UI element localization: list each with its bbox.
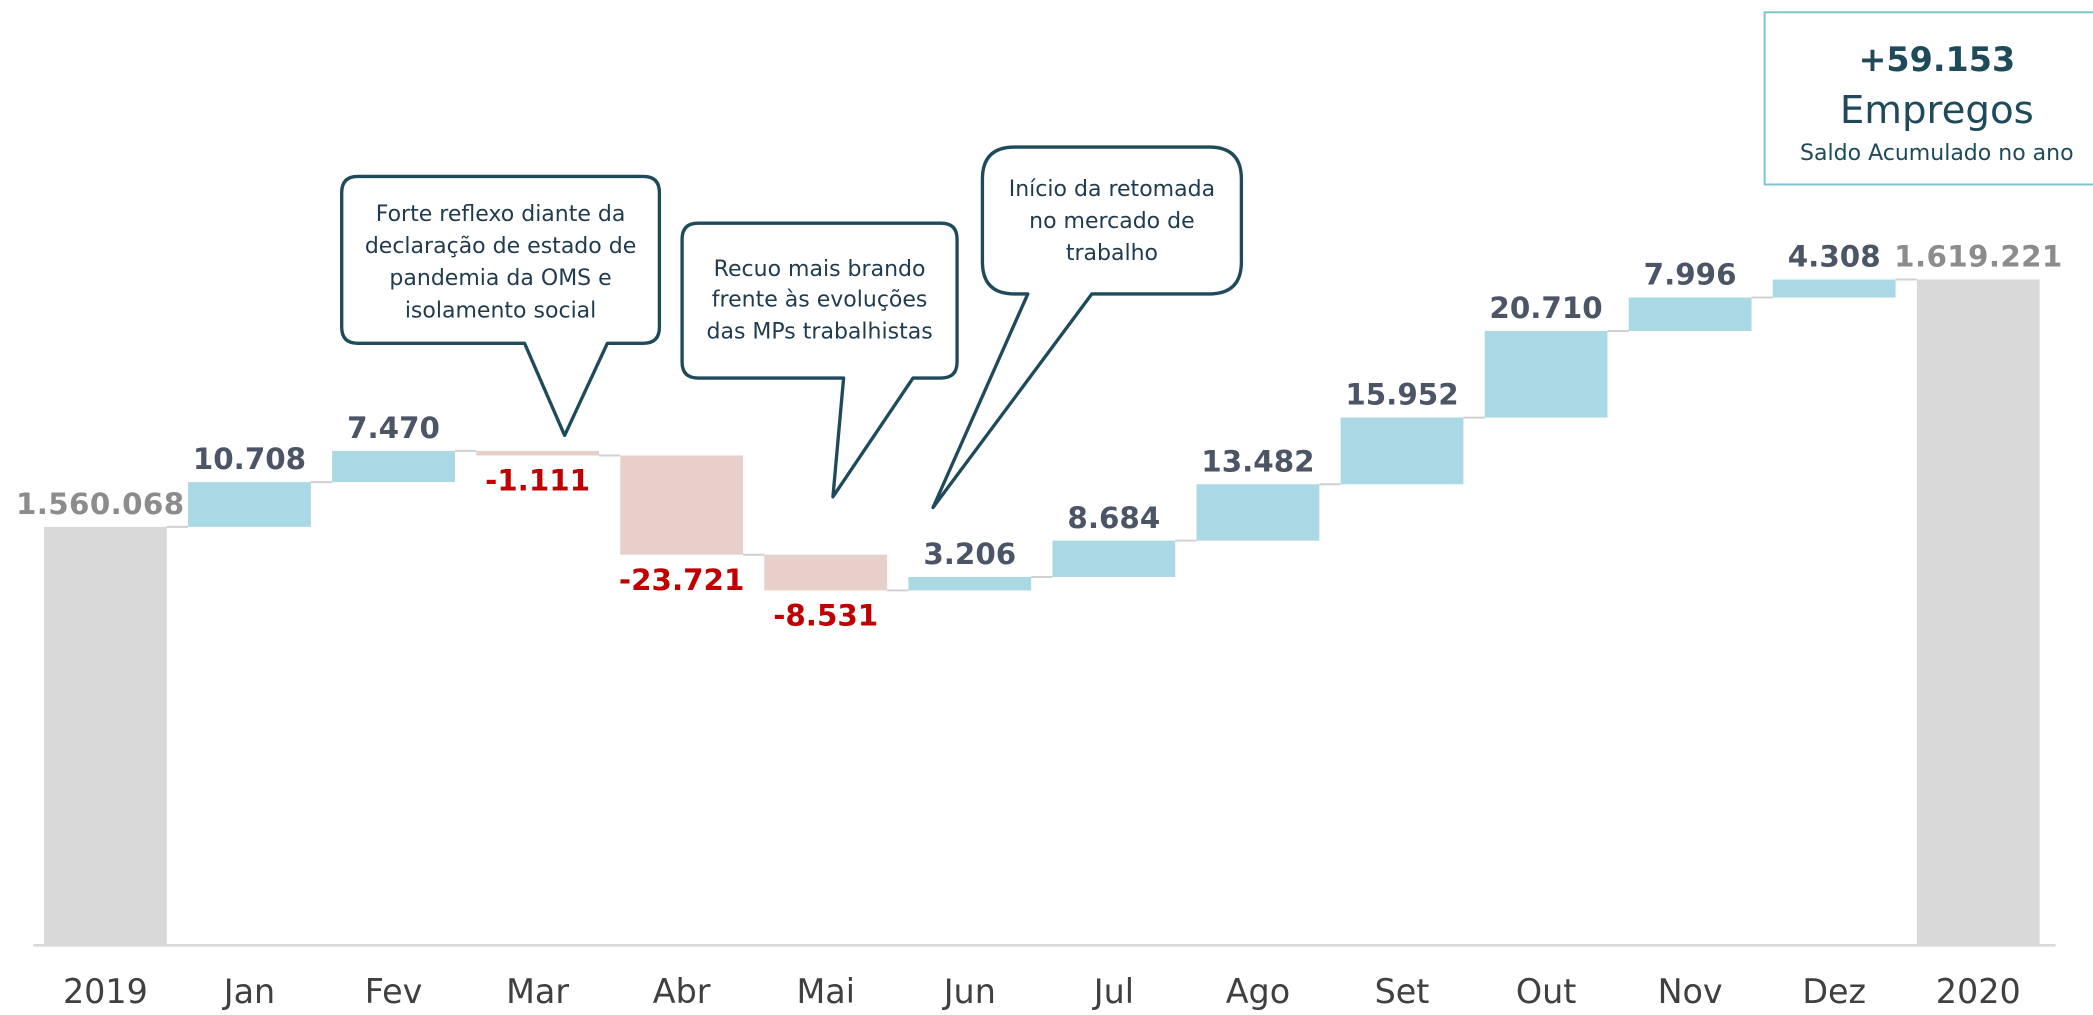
x-tick-label: Jun (942, 972, 996, 1011)
x-tick-label: Mar (506, 972, 569, 1011)
summary-box (1763, 11, 2093, 186)
callout-text: das MPs trabalhistas (706, 320, 932, 345)
x-tick-label: Nov (1658, 972, 1723, 1011)
x-tick-label: Dez (1802, 972, 1866, 1011)
x-tick-label: Jan (222, 972, 275, 1011)
callout-text: Início da retomada (1009, 177, 1215, 202)
value-label: 15.952 (1345, 378, 1458, 412)
x-tick-label: Set (1375, 972, 1430, 1011)
bar (1196, 484, 1320, 541)
x-tick-label: Mai (796, 972, 855, 1011)
bar (764, 554, 888, 591)
x-tick-label: Fev (365, 972, 423, 1011)
value-label: -1.111 (485, 464, 590, 498)
bar (476, 450, 600, 456)
callout-text: frente às evoluções (712, 288, 928, 313)
callout-text: Recuo mais brando (714, 257, 926, 282)
summary-caption: Saldo Acumulado no ano (1800, 141, 2074, 166)
callout-text: pandemia da OMS e (389, 266, 611, 291)
callout-text: isolamento social (405, 298, 596, 323)
value-label: 7.996 (1644, 258, 1737, 292)
bars: 1.560.068 10.708 7.470 -1.111 -23.721 -8.531 3… (16, 240, 2062, 946)
callout-text: no mercado de (1029, 209, 1195, 234)
value-label: 3.206 (923, 537, 1016, 571)
bar (1484, 330, 1608, 418)
callout (680, 221, 959, 499)
bar (620, 455, 744, 555)
value-label: 1.619.221 (1894, 240, 2062, 274)
callout (931, 145, 1244, 510)
callout (340, 174, 662, 438)
bar (332, 450, 455, 483)
bar (44, 526, 167, 946)
value-label: 10.708 (193, 442, 306, 476)
callout-text: trabalho (1066, 241, 1158, 266)
summary-label: Empregos (1840, 88, 2034, 133)
value-label: 4.308 (1788, 240, 1881, 274)
x-tick-label: Ago (1226, 972, 1290, 1011)
bar (1052, 540, 1176, 577)
x-tick-label: Abr (653, 972, 711, 1011)
x-tick-label: 2019 (63, 972, 148, 1011)
bar (1916, 279, 2040, 946)
x-tick-label: Jul (1092, 972, 1134, 1011)
value-label: 20.710 (1489, 291, 1602, 325)
bar (908, 576, 1032, 591)
x-tick-label: 2020 (1936, 972, 2021, 1011)
value-label: 8.684 (1067, 501, 1160, 535)
value-label: -8.531 (773, 599, 878, 633)
bar (1628, 297, 1752, 331)
value-label: 1.560.068 (16, 487, 184, 521)
callout-text: declaração de estado de (365, 234, 636, 259)
value-label: -23.721 (619, 563, 744, 597)
callout-text: Forte reflexo diante da (376, 202, 626, 227)
value-label: 13.482 (1201, 444, 1314, 478)
x-tick-label: Out (1516, 972, 1576, 1011)
bar (188, 482, 311, 527)
summary-value: +59.153 (1858, 40, 2015, 79)
value-label: 7.470 (347, 411, 440, 445)
bar (1340, 417, 1464, 485)
bar (1772, 279, 1896, 298)
